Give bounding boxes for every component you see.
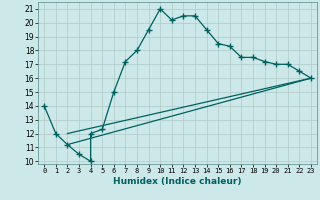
X-axis label: Humidex (Indice chaleur): Humidex (Indice chaleur) — [113, 177, 242, 186]
